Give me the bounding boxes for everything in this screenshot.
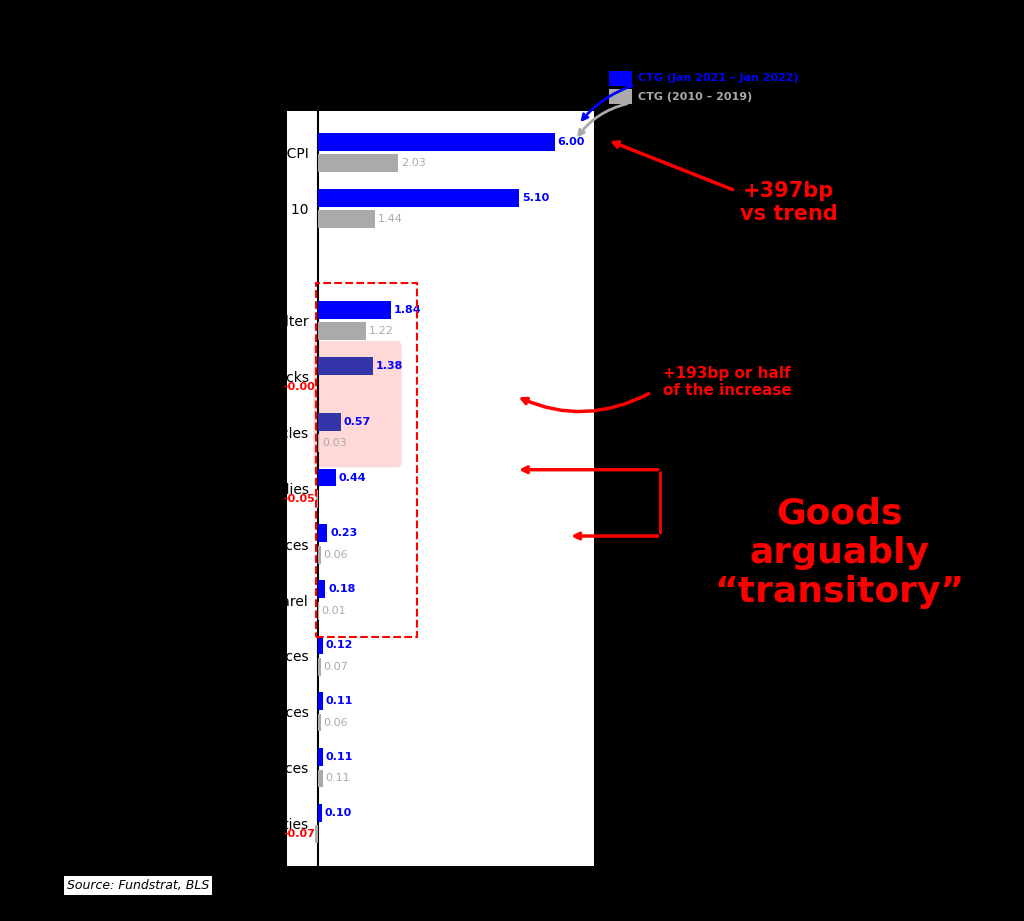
Bar [318,469,336,486]
Text: 0.12: 0.12 [326,640,353,650]
Text: 0.11: 0.11 [326,752,352,763]
Text: 0.11: 0.11 [326,696,352,706]
Text: 1.22: 1.22 [369,326,394,336]
Bar [318,322,367,340]
Bar [316,490,318,507]
Text: 0.18: 0.18 [328,585,355,594]
Text: CTG (2010 – 2019): CTG (2010 – 2019) [638,92,753,101]
Bar [316,284,417,637]
Bar [318,356,373,375]
Text: Goods
arguably
“transitory”: Goods arguably “transitory” [715,496,965,609]
Text: -0.05: -0.05 [284,494,315,504]
Bar [609,71,632,86]
Text: 6.00: 6.00 [557,137,585,146]
Bar [318,580,326,599]
Bar [318,770,323,787]
Bar [318,524,328,542]
Bar [318,658,321,675]
Text: -0.07: -0.07 [284,830,315,839]
Text: 0.03: 0.03 [323,437,347,448]
Text: 2.03: 2.03 [401,158,426,169]
Text: CTG (Jan 2021 – Jan 2022): CTG (Jan 2021 – Jan 2022) [638,74,799,83]
Bar [318,413,341,430]
Text: 5.10: 5.10 [522,192,549,203]
Text: 0.06: 0.06 [324,550,348,560]
Text: 0.01: 0.01 [322,606,346,615]
Text: Source: Fundstrat, BLS: Source: Fundstrat, BLS [67,879,209,892]
Bar [318,636,323,654]
Bar [318,301,391,319]
Text: 1.44: 1.44 [378,214,402,224]
Text: +397bp
vs trend: +397bp vs trend [739,181,838,224]
Text: 0.10: 0.10 [325,808,352,818]
Bar [318,546,321,564]
Bar [315,825,318,844]
Text: +193bp or half
of the increase: +193bp or half of the increase [663,366,792,399]
Bar [318,693,323,710]
Bar [318,714,321,731]
Text: 0.44: 0.44 [338,472,366,483]
Bar [609,89,632,104]
Bar [318,804,323,822]
Bar [318,210,375,228]
Bar [318,748,323,766]
FancyBboxPatch shape [313,341,401,468]
Bar [318,434,319,452]
Text: 0.11: 0.11 [326,774,350,784]
Text: 0.06: 0.06 [324,717,348,728]
Bar [318,133,555,151]
Text: 1.84: 1.84 [393,305,421,315]
Bar [318,154,398,172]
Text: 1.38: 1.38 [376,361,402,370]
Bar [318,189,519,206]
Text: 0.07: 0.07 [324,661,348,671]
Text: 0.57: 0.57 [343,416,371,426]
Text: 0.23: 0.23 [330,529,357,539]
Text: -0.00: -0.00 [284,382,315,391]
